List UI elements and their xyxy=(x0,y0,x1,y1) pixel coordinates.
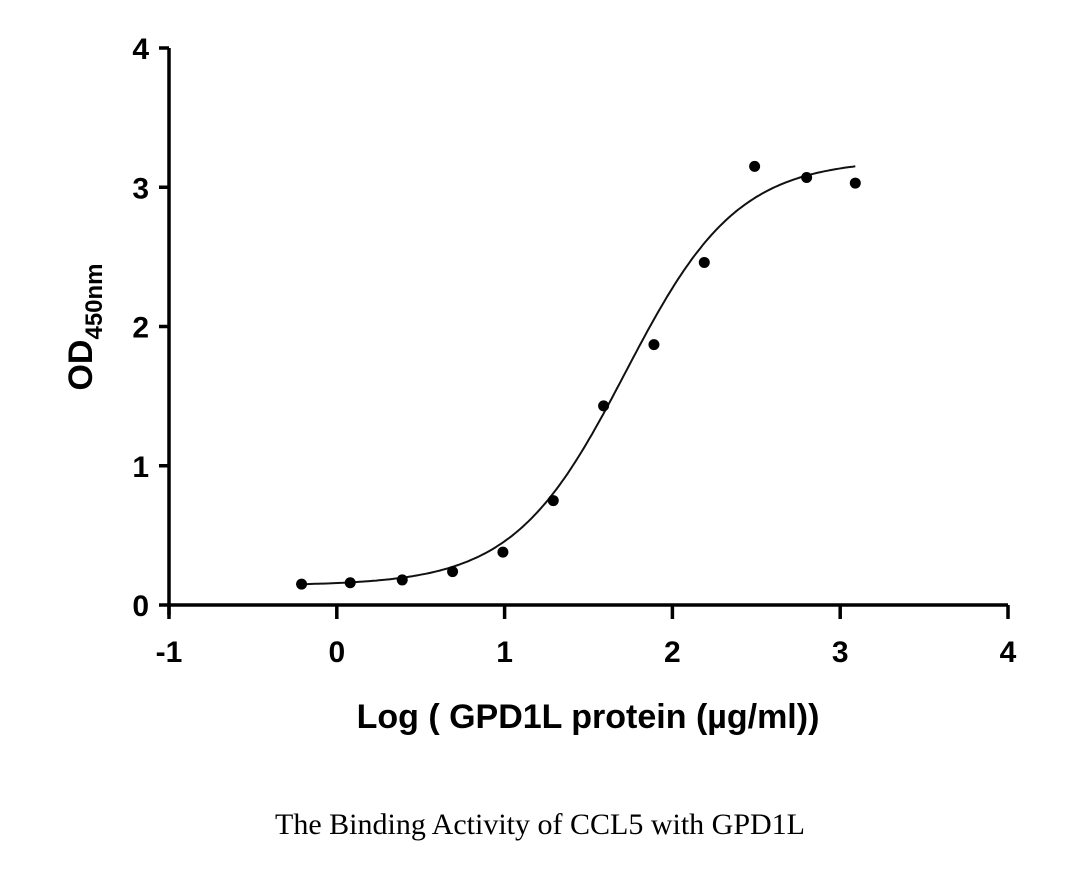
y-tick-label: 3 xyxy=(132,172,149,205)
data-point xyxy=(801,172,813,184)
x-tick-label: 4 xyxy=(1000,636,1017,669)
data-point xyxy=(698,256,710,268)
y-tick-label: 0 xyxy=(132,590,149,623)
y-tick-label: 1 xyxy=(132,451,149,484)
x-tick-label: 3 xyxy=(832,636,849,669)
x-tick-label: -1 xyxy=(156,636,183,669)
y-tick-label: 4 xyxy=(132,33,149,66)
fit-curve xyxy=(301,165,856,586)
data-point xyxy=(598,400,610,412)
data-points xyxy=(296,160,861,590)
data-point xyxy=(648,339,660,351)
data-point xyxy=(447,566,459,578)
data-point xyxy=(749,160,761,172)
data-point xyxy=(296,578,308,590)
x-tick-label: 0 xyxy=(328,636,345,669)
x-axis-label: Log ( GPD1L protein (µg/ml)) xyxy=(357,698,820,736)
axes xyxy=(159,46,1010,619)
data-point xyxy=(396,574,408,586)
data-point xyxy=(497,546,509,558)
y-axis-label: OD450nm xyxy=(62,263,108,390)
x-tick-label: 1 xyxy=(496,636,513,669)
x-tick-label: 2 xyxy=(664,636,681,669)
data-point xyxy=(344,577,356,589)
y-tick-label: 2 xyxy=(132,312,149,345)
figure-caption: The Binding Activity of CCL5 with GPD1L xyxy=(275,808,805,841)
data-point xyxy=(547,495,559,507)
data-point xyxy=(849,177,861,189)
